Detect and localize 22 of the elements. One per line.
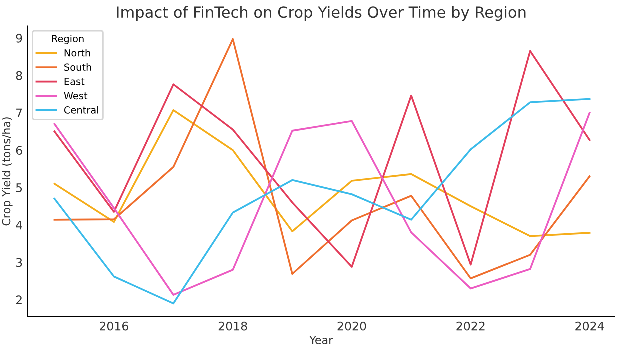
legend-label: East [64,78,85,86]
x-tick-label: 2016 [100,322,128,331]
legend-label: South [64,64,92,72]
y-tick-label: 4 [16,221,22,230]
legend-title: Region [52,35,84,44]
x-tick-label: 2020 [338,322,366,331]
x-tick-label: 2024 [576,322,604,331]
x-tick-label: 2022 [456,322,485,331]
y-tick-label: 6 [16,146,22,156]
x-tick-label: 2018 [218,322,248,331]
x-axis-title: Year [310,336,334,344]
chart-title: Impact of FinTech on Crop Yields Over Time by Region [117,6,526,22]
y-tick-label: 8 [16,71,22,80]
y-tick-label: 3 [16,258,22,268]
legend-label: North [64,49,90,57]
y-tick-label: 5 [16,184,22,192]
y-tick-label: 2 [16,296,22,304]
y-tick-label: 9 [16,34,22,43]
y-tick-label: 7 [16,108,22,118]
y-axis-title: Crop Yield (tons/ha) [2,118,13,226]
legend-label: Central [64,106,98,114]
legend-label: West [64,92,88,100]
